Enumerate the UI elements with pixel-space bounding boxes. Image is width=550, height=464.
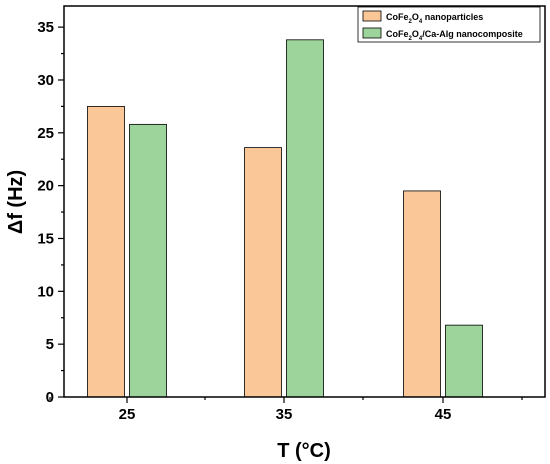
bar-nanoparticles-45 bbox=[403, 190, 441, 398]
x-tick-label: 35 bbox=[276, 406, 293, 423]
y-tick-label: 25 bbox=[37, 125, 54, 142]
bar-nanoparticles-35 bbox=[244, 147, 282, 398]
y-tick-label: 20 bbox=[37, 178, 54, 195]
x-tick-label: 45 bbox=[435, 406, 452, 423]
x-ticks: 25 35 45 bbox=[49, 397, 523, 423]
x-axis-title: T (°C) bbox=[277, 440, 331, 462]
legend-swatch-nanoparticles bbox=[362, 10, 382, 22]
legend: CoFe2O4 nanoparticles CoFe2O4/Ca-Alg nan… bbox=[357, 6, 541, 43]
y-tick-label: 35 bbox=[37, 19, 54, 36]
bar-nanocomposite-35 bbox=[286, 39, 324, 398]
bar-nanoparticles-25 bbox=[87, 105, 125, 398]
y-ticks: 05101520253035 bbox=[37, 19, 64, 406]
y-axis-title: Δf (Hz) bbox=[5, 170, 27, 234]
y-tick-label: 10 bbox=[37, 283, 54, 300]
legend-box bbox=[357, 6, 541, 43]
y-tick-label: 5 bbox=[46, 336, 54, 353]
bar-nanocomposite-45 bbox=[445, 324, 483, 398]
x-tick-label: 25 bbox=[119, 406, 136, 423]
bar-nanocomposite-25 bbox=[129, 123, 167, 398]
legend-swatch-nanocomposite bbox=[362, 27, 382, 39]
plot-frame bbox=[63, 5, 546, 398]
y-tick-label: 15 bbox=[37, 230, 54, 247]
bars-layer bbox=[87, 39, 483, 398]
y-tick-label: 30 bbox=[37, 72, 54, 89]
